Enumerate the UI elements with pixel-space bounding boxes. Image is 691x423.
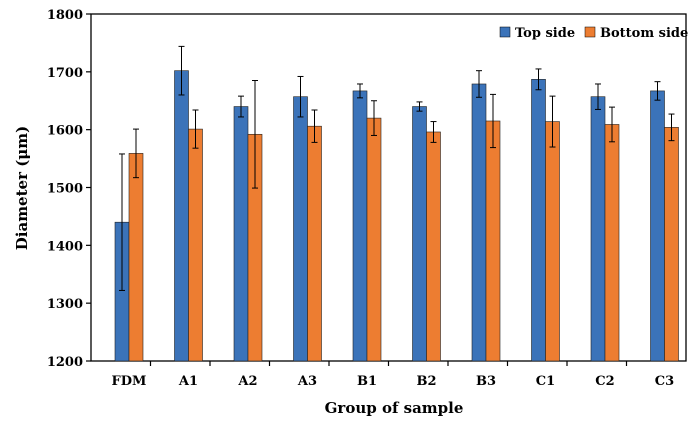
x-tick-label-b3: B3 (476, 374, 496, 389)
legend-label-top-side: Top side (515, 26, 575, 41)
x-tick-label-b2: B2 (416, 374, 436, 389)
y-tick-label: 1700 (47, 66, 83, 81)
legend-swatch-bottom-side (584, 26, 596, 38)
x-tick-label-a1: A1 (178, 374, 198, 389)
bar-top-side-b3 (471, 83, 487, 362)
bar-bottom-side-fdm (128, 153, 144, 362)
bar-top-side-b2 (412, 106, 427, 362)
x-tick-label-a2: A2 (237, 374, 257, 389)
bar-top-side-a3 (293, 96, 308, 362)
x-tick-label-c2: C2 (595, 374, 614, 389)
y-tick-label: 1800 (47, 8, 83, 23)
bar-top-side-c3 (650, 90, 665, 362)
bar-bottom-side-b3 (485, 120, 501, 362)
x-axis-title: Group of sample (325, 399, 464, 417)
bar-bottom-side-c3 (664, 127, 679, 362)
bar-bottom-side-b1 (366, 117, 382, 362)
error-bars (119, 45, 675, 291)
bar-top-side-b1 (352, 90, 368, 362)
tick-labels: 1200 1300 1400 1500 1600 1700 1800 FDM A1 A2 A3 B1 B… (47, 8, 674, 389)
legend-label-bottom-side: Bottom side (600, 26, 688, 41)
bars (114, 70, 679, 362)
y-tick-label: 1300 (47, 297, 83, 312)
bar-top-side-c1 (531, 79, 546, 362)
y-axis-title: Diameter (μm) (13, 126, 31, 250)
x-tick-label-c1: C1 (536, 374, 555, 389)
x-tick-label-fdm: FDM (112, 374, 147, 389)
x-tick-label-b1: B1 (357, 374, 377, 389)
legend: Top side Bottom side (499, 26, 688, 41)
bar-top-side-c2 (590, 96, 606, 362)
bar-top-side-a2 (233, 106, 249, 362)
bar-bottom-side-c2 (604, 124, 620, 362)
bar-bottom-side-a3 (307, 125, 322, 362)
y-tick-label: 1400 (47, 239, 83, 254)
legend-swatch-top-side (499, 26, 511, 38)
y-tick-label: 1500 (47, 182, 83, 197)
bar-bottom-side-a1 (188, 128, 203, 362)
bar-top-side-a1 (174, 70, 189, 362)
x-tick-label-a3: A3 (297, 374, 317, 389)
bar-bottom-side-c1 (545, 121, 560, 362)
y-tick-label: 1200 (47, 355, 83, 370)
axes (86, 13, 687, 366)
x-tick-label-c3: C3 (655, 374, 674, 389)
bar-bottom-side-b2 (426, 131, 441, 362)
y-tick-label: 1600 (47, 124, 83, 139)
